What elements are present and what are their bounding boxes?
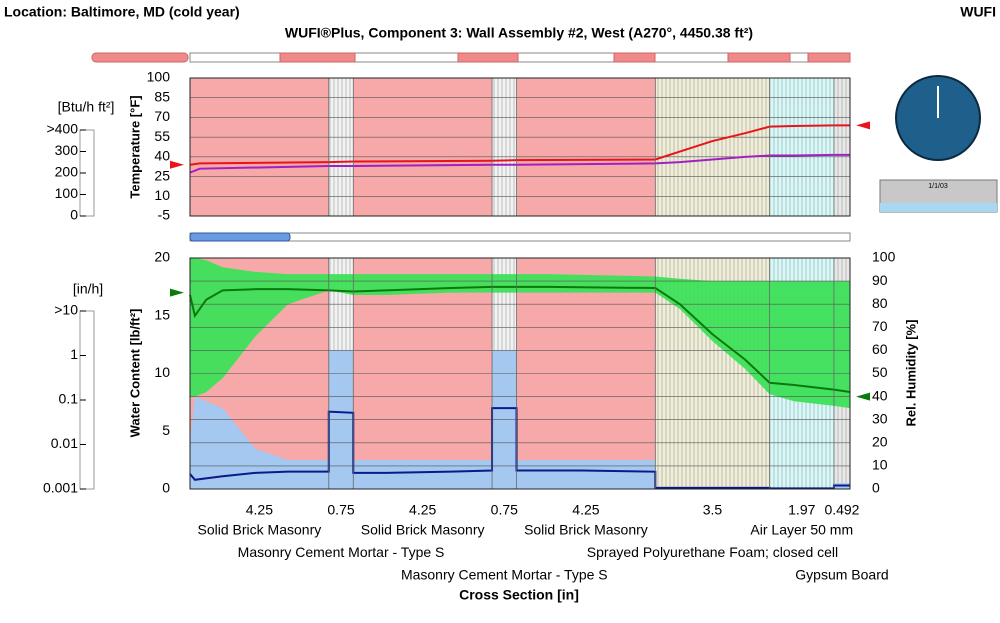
strip-seg <box>91 52 189 63</box>
temperature-line <box>189 124 850 166</box>
strip-seg <box>807 52 851 63</box>
y2-tick-label: 30 <box>872 410 888 426</box>
thickness-label: 4.25 <box>572 502 599 518</box>
y-tick-label: 15 <box>154 306 170 322</box>
thickness-label: 1.97 <box>788 502 815 518</box>
y2-tick-label: 70 <box>872 318 888 334</box>
thickness-label: 3.5 <box>703 502 723 518</box>
layer-name: Masonry Cement Mortar - Type S <box>401 567 608 583</box>
date-bar <box>880 203 997 212</box>
y-tick-label: 55 <box>154 128 170 144</box>
gauge-label: [Btu/h ft²] <box>58 99 115 115</box>
y-tick-label: 100 <box>147 69 171 85</box>
y2-axis-label: Rel. Humidity [%] <box>903 320 918 427</box>
rh-band <box>190 258 850 409</box>
title: WUFI®Plus, Component 3: Wall Assembly #2… <box>285 25 753 41</box>
thickness-label: 0.75 <box>491 502 518 518</box>
y-tick-label: 25 <box>154 167 170 183</box>
thickness-label: 0.75 <box>327 502 354 518</box>
date: 1/1/03 <box>928 183 948 190</box>
y2-tick-label: 0 <box>872 480 880 496</box>
layer-name: Sprayed Polyurethane Foam; closed cell <box>587 544 838 560</box>
layer-hatch <box>492 78 517 216</box>
y2-tick-label: 90 <box>872 272 888 288</box>
y-tick-label: 20 <box>154 249 170 265</box>
wc-band <box>190 350 850 489</box>
layer-name: Masonry Cement Mortar - Type S <box>238 544 445 560</box>
gauge-tick-label: >400 <box>46 121 78 137</box>
y2-tick-label: 50 <box>872 364 888 380</box>
layer <box>353 78 493 216</box>
boundary-arrow <box>170 160 184 169</box>
clock: 1/1/03 <box>879 75 998 213</box>
boundary-arrow <box>170 288 184 297</box>
gauge-tick-label: 100 <box>55 185 79 201</box>
thickness-label: 4.25 <box>409 502 436 518</box>
gauge-tick-label: 0.1 <box>59 391 79 407</box>
layer-hatch <box>655 78 770 216</box>
gauge-tick-label: 0.001 <box>43 480 78 496</box>
thickness-label: 4.25 <box>246 502 273 518</box>
y2-tick-label: 100 <box>872 249 896 265</box>
strip-seg <box>613 52 656 63</box>
gauge-tick-label: >10 <box>54 302 78 318</box>
y2-tick-label: 40 <box>872 387 888 403</box>
y-tick-label: 40 <box>154 148 170 164</box>
layer-name: Solid Brick Masonry <box>361 522 485 538</box>
y-tick-label: 85 <box>154 88 170 104</box>
gauge-label: [in/h] <box>73 281 103 297</box>
y-tick-label: 10 <box>154 364 170 380</box>
strip-seg <box>727 52 791 63</box>
thickness-label: 0.492 <box>824 502 859 518</box>
layer-name: Solid Brick Masonry <box>198 522 322 538</box>
layer-hatch <box>769 78 834 216</box>
y2-tick-label: 80 <box>872 295 888 311</box>
program: WUFI <box>960 4 996 20</box>
y2-tick-label: 20 <box>872 434 888 450</box>
strip-seg <box>279 52 356 63</box>
y-tick-label: 70 <box>154 108 170 124</box>
y-tick-label: 5 <box>162 422 170 438</box>
y-tick-label: -5 <box>158 207 171 223</box>
gauge-tick-label: 300 <box>55 142 79 158</box>
y-tick-label: 10 <box>154 187 170 203</box>
layer <box>516 78 656 216</box>
y-axis-label: Temperature [°F] <box>127 95 142 198</box>
y2-tick-label: 10 <box>872 457 888 473</box>
time-strip <box>91 52 851 242</box>
y2-tick-label: 60 <box>872 341 888 357</box>
boundary-arrow <box>856 392 870 401</box>
panel-frame <box>189 257 851 490</box>
y-axis-label: Water Content [lb/ft²] <box>127 309 142 438</box>
layer-name: Air Layer 50 mm <box>750 522 853 538</box>
panel-frame <box>189 77 851 217</box>
x-axis-label: Cross Section [in] <box>459 587 579 603</box>
boundary-arrow <box>856 121 870 130</box>
location: Location: Baltimore, MD (cold year) <box>4 4 240 20</box>
layer-hatch <box>328 78 354 216</box>
strip-seg <box>457 52 519 63</box>
layer-name: Solid Brick Masonry <box>524 522 648 538</box>
layer <box>190 78 329 216</box>
gauge-tick-label: 200 <box>55 164 79 180</box>
gauge-tick-label: 0 <box>70 207 78 223</box>
layer-hatch <box>833 78 850 216</box>
layer-name: Gypsum Board <box>795 567 888 583</box>
y-tick-label: 0 <box>162 480 170 496</box>
gauge-tick-label: 0.01 <box>51 435 78 451</box>
strip-seg <box>189 232 291 242</box>
gauge-tick-label: 1 <box>70 346 78 362</box>
temperature-line <box>189 153 850 174</box>
